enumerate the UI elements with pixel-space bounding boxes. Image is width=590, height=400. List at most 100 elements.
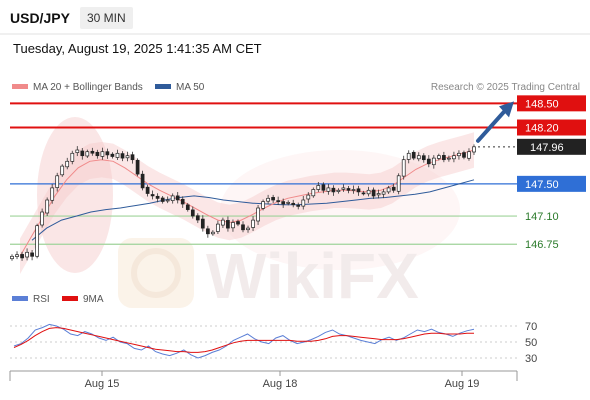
candle xyxy=(251,216,255,231)
candle xyxy=(160,196,165,204)
candle xyxy=(381,188,386,199)
candle xyxy=(95,149,100,159)
ma50-legend-label: MA 50 xyxy=(176,82,205,93)
candle xyxy=(306,192,311,203)
candle-bull xyxy=(396,175,401,192)
candle-bull xyxy=(10,255,14,260)
candle xyxy=(351,185,356,194)
candle-bear xyxy=(95,151,100,157)
candle-bear xyxy=(140,173,145,189)
candle-bull xyxy=(70,152,75,162)
candle xyxy=(416,152,421,162)
candle xyxy=(85,149,90,159)
candle xyxy=(221,217,225,229)
rsi-series-9ma xyxy=(13,327,474,353)
candle xyxy=(236,219,240,227)
ma9-swatch xyxy=(62,296,78,301)
candle-bear xyxy=(30,252,34,257)
candle xyxy=(447,155,451,162)
candle xyxy=(216,220,220,235)
candle-bull xyxy=(301,199,306,207)
ma50-line xyxy=(31,179,475,241)
candle xyxy=(472,144,476,155)
candle-bear xyxy=(236,221,240,225)
candle-bear xyxy=(120,153,125,159)
candle xyxy=(361,190,366,196)
candle xyxy=(15,251,19,260)
candle-bull xyxy=(216,223,220,232)
candle xyxy=(125,151,130,162)
x-tick-label: Aug 19 xyxy=(445,378,480,390)
candle-bull xyxy=(231,222,235,229)
candle xyxy=(40,208,44,228)
candle-bull xyxy=(256,207,260,222)
candle-bull xyxy=(467,151,471,159)
candle-bear xyxy=(391,186,396,191)
candle-bear xyxy=(321,184,326,191)
candle xyxy=(366,186,371,197)
level-label-146-75: 146.75 xyxy=(525,239,559,251)
candle-bull xyxy=(457,152,461,157)
candle-bear xyxy=(226,220,230,229)
candle-bull xyxy=(401,159,406,177)
candle xyxy=(35,223,39,259)
candle xyxy=(110,152,115,159)
candle xyxy=(90,147,95,156)
candle xyxy=(80,148,85,160)
candle-bear xyxy=(462,152,466,158)
price-legend: MA 20 + Bollinger Bands MA 50 Research ©… xyxy=(12,82,580,93)
level-tag-148-50 xyxy=(517,95,586,112)
candle xyxy=(462,150,466,160)
candle xyxy=(185,202,190,212)
candle-bear xyxy=(135,159,140,175)
candle xyxy=(190,206,195,219)
candle xyxy=(206,225,210,238)
candle-bull xyxy=(376,193,381,196)
x-axis: Aug 15 Aug 18 Aug 19 xyxy=(9,370,518,390)
candle xyxy=(55,172,60,192)
candle-bull xyxy=(25,251,29,258)
candle-bear xyxy=(110,153,115,157)
candle-bear xyxy=(200,218,205,229)
candle xyxy=(411,150,416,161)
candle-bull xyxy=(40,211,44,226)
currency-pair: USD/JPY xyxy=(10,10,70,26)
candle-bull xyxy=(406,152,411,160)
rsi-series-rsi xyxy=(13,323,475,359)
candle-bull xyxy=(336,189,341,192)
candle-bull xyxy=(326,187,331,192)
candle xyxy=(241,221,245,233)
rsi-swatch xyxy=(12,296,28,301)
candle xyxy=(155,193,160,203)
timeframe-selector[interactable]: 30 MIN xyxy=(80,7,133,29)
candle xyxy=(426,155,431,168)
candle xyxy=(120,151,125,162)
candle-bear xyxy=(426,158,431,165)
candle xyxy=(467,148,471,161)
candle xyxy=(356,185,361,196)
candle-bull xyxy=(15,254,19,257)
candle xyxy=(20,251,24,261)
candle-bear xyxy=(296,204,301,207)
candle-bear xyxy=(130,154,135,161)
candle-bear xyxy=(185,204,190,210)
candle-bear xyxy=(356,188,361,193)
candle-bull xyxy=(416,155,421,160)
candle-bull xyxy=(437,155,441,159)
rsi-tick-50: 50 xyxy=(525,337,537,349)
chart-header: USD/JPY 30 MIN xyxy=(0,0,590,34)
candle-bear xyxy=(145,186,150,194)
level-tag-147-50 xyxy=(517,175,586,192)
candle-bull xyxy=(316,185,321,190)
candle xyxy=(45,197,50,216)
level-tag-148-20 xyxy=(517,119,586,136)
candle xyxy=(396,173,401,195)
level-label-148-20: 148.20 xyxy=(525,123,559,135)
candle-bull xyxy=(261,201,265,209)
candle-bull xyxy=(251,219,255,228)
level-label-147-10: 147.10 xyxy=(525,211,559,223)
candle xyxy=(75,146,80,157)
candle-bull xyxy=(447,157,451,160)
rsi-plot: 70 50 30 xyxy=(10,321,537,365)
